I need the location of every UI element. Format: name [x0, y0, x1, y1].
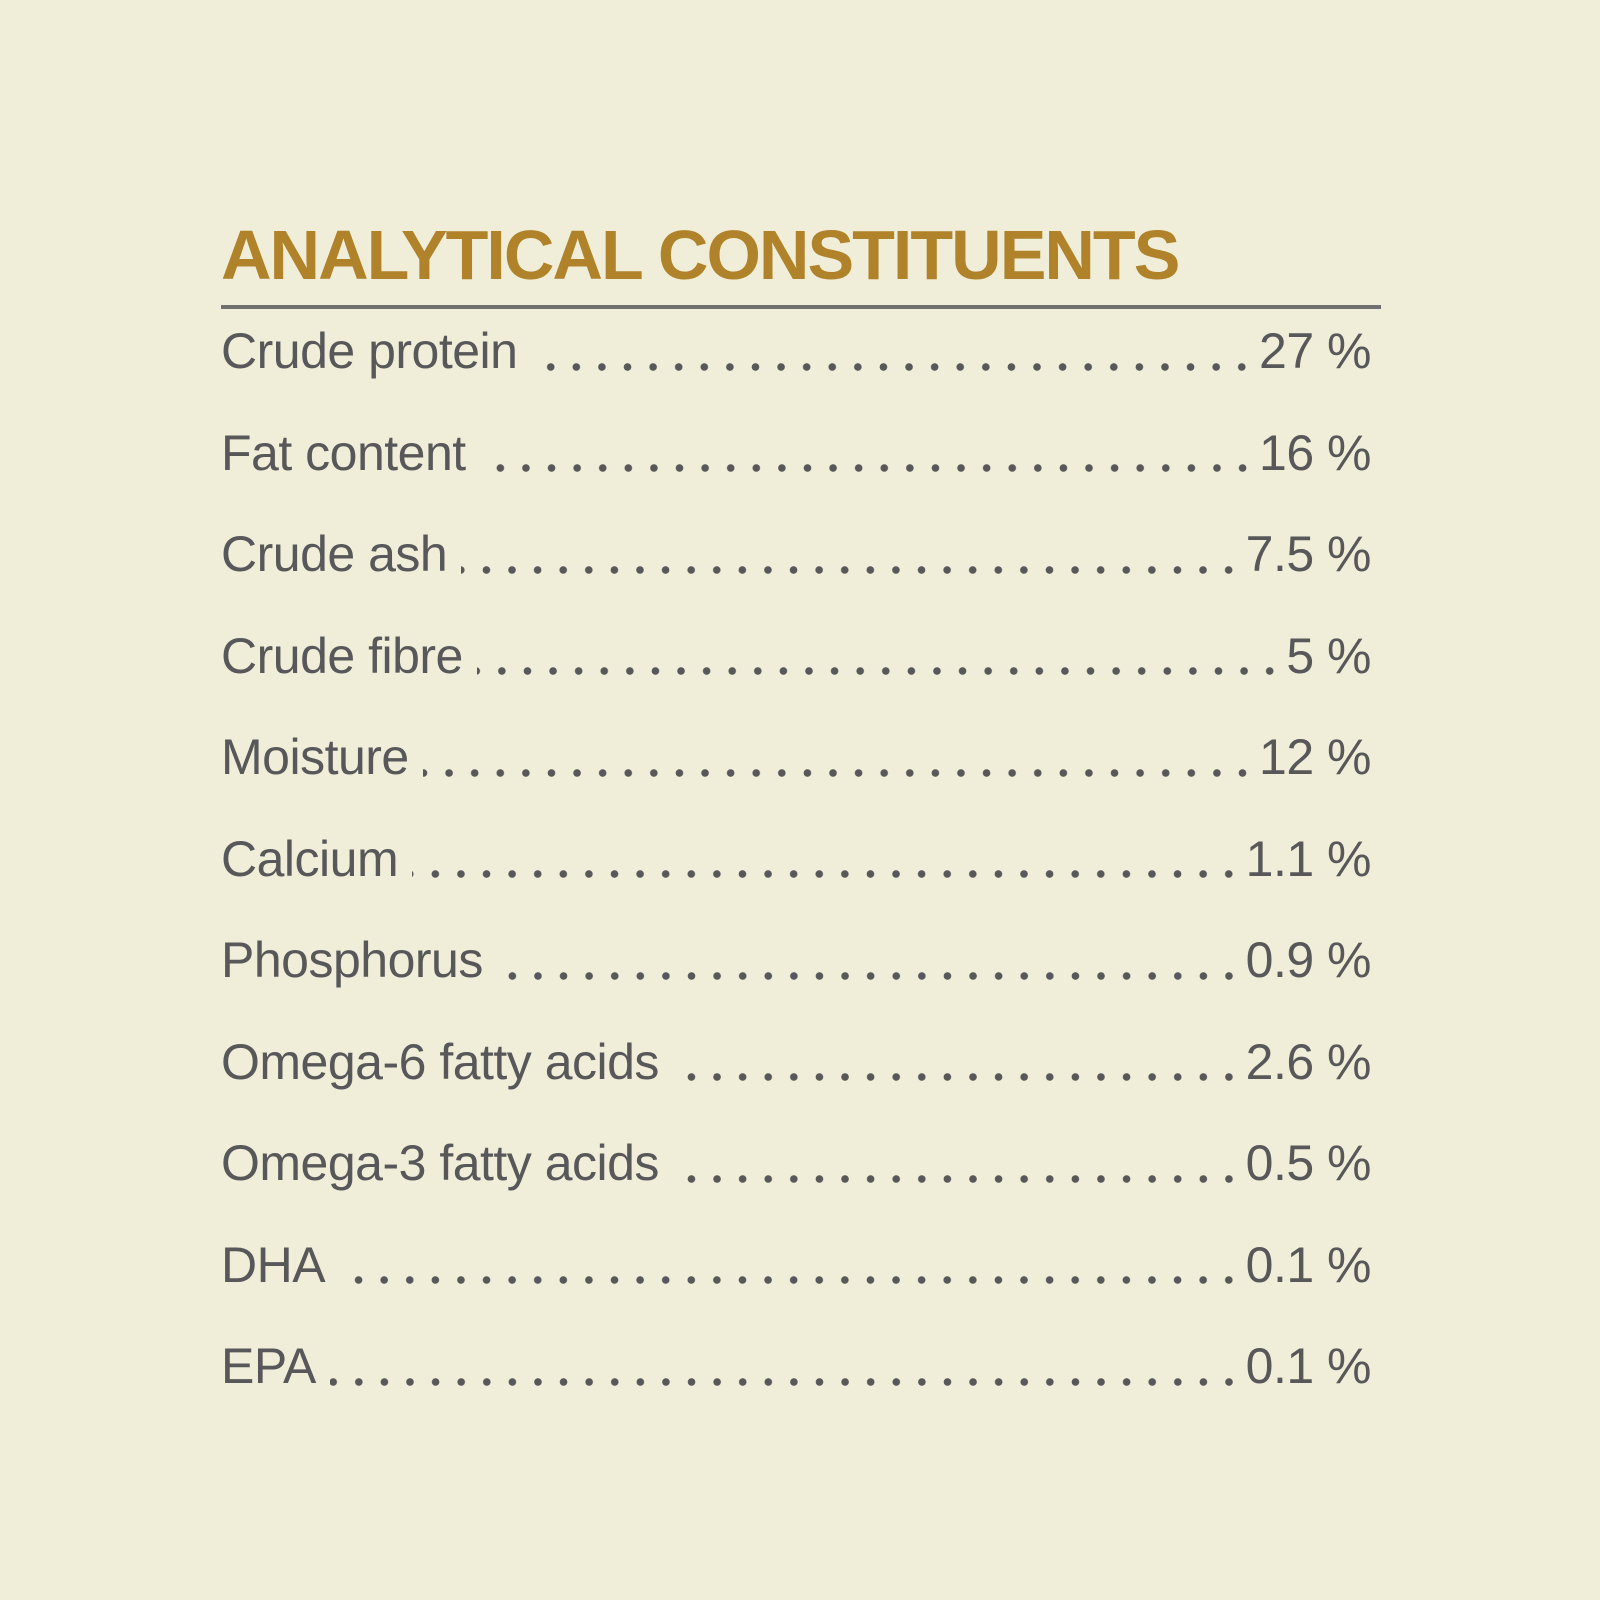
dot-leader	[496, 971, 1242, 980]
constituent-label: EPA	[221, 1338, 316, 1394]
dot-leader	[329, 1377, 1242, 1386]
constituent-row: Crude fibre 5 %	[221, 606, 1381, 708]
constituent-row: Omega-6 fatty acids 2.6 %	[221, 1012, 1381, 1114]
constituent-value: 16 %	[1259, 424, 1371, 481]
constituent-label: Omega-3 fatty acids	[221, 1135, 659, 1191]
dot-leader	[476, 667, 1283, 676]
title-divider	[221, 305, 1381, 309]
constituent-value: 0.9 %	[1245, 932, 1372, 988]
constituent-value: 5 %	[1286, 627, 1371, 684]
constituent-row: DHA 0.1 %	[221, 1215, 1381, 1317]
constituent-label: Moisture	[221, 729, 409, 785]
constituent-value: 7.5 %	[1245, 526, 1372, 582]
constituent-value: 1.1 %	[1245, 830, 1372, 887]
constituent-label: Crude fibre	[221, 627, 463, 684]
constituent-row: Phosphorus 0.9 %	[221, 910, 1381, 1012]
dot-leader	[422, 768, 1256, 777]
constituent-value: 0.5 %	[1245, 1135, 1372, 1191]
constituent-value: 2.6 %	[1245, 1033, 1372, 1090]
constituent-label: DHA	[221, 1236, 326, 1293]
constituent-row: Crude protein 27 %	[221, 301, 1381, 403]
dot-leader	[412, 870, 1242, 879]
constituent-value: 12 %	[1259, 729, 1371, 785]
constituent-value: 27 %	[1259, 323, 1371, 379]
analytical-constituents-panel: ANALYTICAL CONSTITUENTS Crude protein 27 …	[221, 215, 1381, 1418]
dot-leader	[672, 1174, 1242, 1183]
section-title: ANALYTICAL CONSTITUENTS	[221, 216, 1180, 294]
constituent-value: 0.1 %	[1245, 1338, 1372, 1394]
constituents-list: Crude protein 27 % Fat content 16 % Crude as…	[221, 301, 1381, 1418]
dot-leader	[339, 1276, 1242, 1285]
constituent-label: Fat content	[221, 424, 466, 481]
constituent-label: Calcium	[221, 830, 399, 887]
dot-leader	[531, 362, 1256, 371]
constituent-label: Omega-6 fatty acids	[221, 1033, 659, 1090]
constituent-label: Crude ash	[221, 526, 448, 582]
constituent-row: Fat content 16 %	[221, 403, 1381, 505]
constituent-value: 0.1 %	[1245, 1236, 1372, 1293]
constituent-label: Phosphorus	[221, 932, 483, 988]
dot-leader	[461, 565, 1242, 574]
constituent-row: EPA 0.1 %	[221, 1316, 1381, 1418]
dot-leader	[479, 464, 1256, 473]
constituent-row: Calcium 1.1 %	[221, 809, 1381, 911]
constituent-row: Moisture 12 %	[221, 707, 1381, 809]
dot-leader	[672, 1073, 1242, 1082]
constituent-label: Crude protein	[221, 323, 518, 379]
constituent-row: Omega-3 fatty acids 0.5 %	[221, 1113, 1381, 1215]
constituent-row: Crude ash 7.5 %	[221, 504, 1381, 606]
